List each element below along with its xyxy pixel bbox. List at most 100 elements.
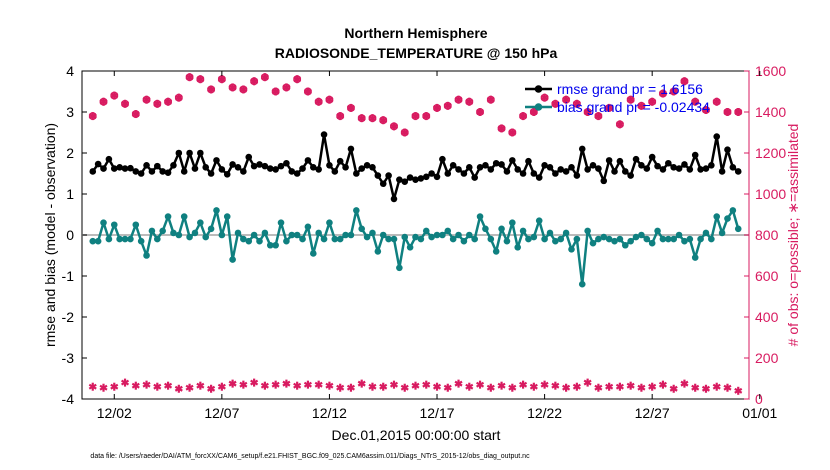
left-y-axis: -4 -3 -2 -1 0 1 2 3 4 (62, 63, 87, 407)
bias-point (471, 235, 478, 243)
bias-point (476, 213, 484, 220)
obs-possible-asterisk (529, 108, 538, 116)
legend-rmse-label: rmse grand pr = 1.6156 (557, 81, 703, 97)
obs-assimilated-point (443, 383, 452, 392)
rmse-point (482, 162, 489, 169)
rmse-point (309, 164, 317, 171)
obs-possible-asterisk (142, 95, 151, 104)
rmse-point (422, 173, 430, 181)
bias-point (535, 217, 543, 224)
asterisk-stroke (336, 384, 345, 391)
rmse-point (331, 168, 339, 175)
obs-possible-asterisk (411, 112, 420, 121)
obs-assimilated-point (691, 383, 700, 392)
asterisk-stroke (389, 381, 399, 388)
rmse-point (207, 170, 215, 177)
asterisk-stroke (379, 383, 388, 390)
obs-assimilated-point (368, 382, 377, 391)
obs-assimilated-point (712, 382, 721, 391)
obs-possible-asterisk (336, 112, 345, 121)
bias-point (724, 215, 731, 222)
rmse-point (428, 170, 435, 177)
x-tick-label: 01/01 (742, 405, 777, 421)
obs-possible-asterisk (476, 108, 485, 116)
bias-point (293, 231, 301, 239)
bias-point (492, 248, 500, 255)
rmse-point (611, 168, 618, 175)
obs-possible-asterisk (454, 95, 463, 104)
obs-assimilated-point (432, 382, 442, 391)
asterisk-stroke (519, 113, 528, 120)
obs-possible-asterisk (217, 75, 226, 84)
asterisk-stroke (142, 381, 151, 388)
obs-assimilated-point (142, 380, 151, 389)
obs-assimilated-point (228, 379, 237, 388)
rmse-point (546, 164, 554, 171)
rmse-point (396, 176, 403, 183)
asterisk-stroke (476, 381, 485, 388)
bias-point (266, 241, 274, 249)
rmse-point (127, 164, 134, 172)
bias-point (482, 225, 489, 233)
bias-point (562, 229, 570, 237)
rmse-point (121, 165, 129, 172)
asterisk-stroke (303, 381, 312, 388)
rmse-point (417, 175, 425, 182)
rmse-point (89, 168, 97, 175)
rmse-point (509, 157, 516, 164)
asterisk-stroke (357, 115, 366, 122)
rmse-point (326, 162, 333, 169)
rmse-point (148, 168, 156, 175)
bias-point (277, 219, 285, 226)
asterisk-stroke (164, 98, 173, 105)
left-y-tick-label: 0 (66, 227, 74, 243)
bias-point (509, 219, 516, 226)
asterisk-stroke (411, 382, 420, 389)
bias-point (89, 237, 97, 245)
rmse-point (578, 145, 586, 153)
obs-possible-asterisk (250, 77, 259, 86)
rmse-point (336, 157, 344, 165)
asterisk-stroke (400, 384, 409, 391)
asterisk-stroke (497, 125, 506, 132)
rmse-point (675, 165, 683, 172)
obs-possible-asterisk (594, 112, 603, 121)
obs-assimilated-point (346, 383, 355, 392)
bias-point (234, 229, 242, 237)
rmse-point (734, 168, 742, 175)
obs-assimilated-point (88, 382, 97, 391)
bias-point (525, 235, 532, 243)
rmse-point (353, 170, 360, 177)
obs-possible-asterisk (605, 103, 614, 112)
asterisk-stroke (250, 379, 259, 386)
bias-point (245, 237, 253, 245)
bias-point (573, 235, 581, 243)
asterisk-stroke (239, 86, 248, 93)
obs-possible-asterisk (164, 97, 173, 106)
asterisk-stroke (228, 84, 237, 91)
chart-subtitle: RADIOSONDE_TEMPERATURE @ 150 hPa (275, 45, 558, 61)
asterisk-stroke (658, 381, 667, 388)
obs-count-series (88, 73, 743, 395)
bias-point (283, 237, 290, 245)
rmse-point (245, 153, 253, 161)
rmse-point (638, 162, 645, 169)
asterisk-stroke (723, 384, 732, 391)
bias-point (681, 237, 688, 245)
rmse-point (293, 170, 301, 177)
obs-possible-asterisk (712, 97, 721, 106)
rmse-point (406, 174, 414, 181)
bias-point (455, 231, 462, 239)
asterisk-stroke (110, 92, 119, 99)
asterisk-stroke (701, 106, 710, 113)
obs-assimilated-point (336, 383, 345, 392)
bias-point (718, 229, 726, 237)
obs-assimilated-point (497, 381, 506, 390)
bias-point (605, 235, 613, 243)
obs-assimilated-point (540, 380, 549, 389)
obs-assimilated-point (583, 378, 592, 387)
rmse-point (180, 168, 188, 175)
bias-point (643, 235, 651, 243)
asterisk-stroke (250, 78, 259, 85)
asterisk-stroke (88, 113, 97, 120)
